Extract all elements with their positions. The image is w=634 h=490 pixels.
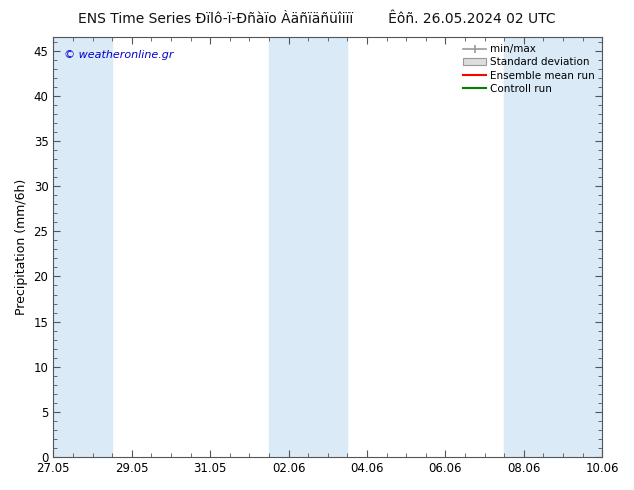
Bar [53,37,112,457]
Bar [269,37,347,457]
Y-axis label: Precipitation (mm/6h): Precipitation (mm/6h) [15,179,28,315]
Bar [504,37,602,457]
Legend: min/max, Standard deviation, Ensemble mean run, Controll run: min/max, Standard deviation, Ensemble me… [461,42,597,96]
Text: ENS Time Series Đïlô-ï-Đñàïo Àäñïäñüîiïï        Êôñ. 26.05.2024 02 UTC: ENS Time Series Đïlô-ï-Đñàïo Àäñïäñüîiïï… [78,12,556,26]
Text: © weatheronline.gr: © weatheronline.gr [64,49,174,60]
